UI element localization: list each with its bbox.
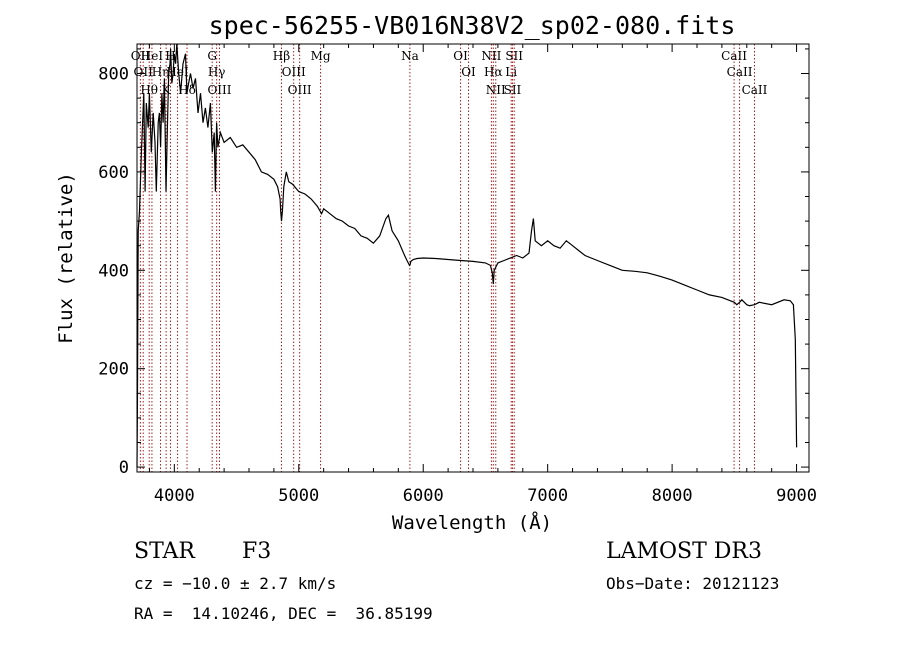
plot-frame [136,43,810,473]
y-axis-label: Flux (relative) [55,172,77,344]
spectrum-line [136,43,798,468]
x-axis-ticks: 4000 5000 6000 7000 8000 9000 [148,44,817,506]
line-label-g: G [207,49,217,63]
line-label-oiii: OIII [207,83,231,97]
x-axis-label: Wavelength (Å) [392,511,552,534]
y-tick-label: 600 [98,163,129,183]
line-label-hγ: Hγ [208,65,226,79]
line-label-li: Li [505,65,517,79]
y-tick-label: 0 [119,458,129,478]
line-label-na: Na [401,49,419,63]
observation-date: Obs−Date: 20121123 [606,574,780,593]
emission-line-markers [139,44,755,472]
line-label-caii: CaII [742,83,768,97]
line-label-oiii: OIII [282,65,306,79]
object-class: STAR [134,539,195,564]
y-tick-label: 400 [98,261,129,281]
x-tick-label: 8000 [652,486,693,506]
x-tick-label: 6000 [403,486,444,506]
sky-coordinates: RA = 14.10246, DEC = 36.85199 [134,604,433,623]
line-label-oii: OII [134,65,154,79]
line-label-mg: Mg [311,49,331,63]
line-label-nii: NII [486,83,506,97]
line-label-caii: CaII [727,65,753,79]
line-label-oi: OI [461,65,476,79]
line-label-hα: Hα [484,65,503,79]
line-label-hei: HeI [141,49,164,63]
x-tick-label: 9000 [776,486,817,506]
y-tick-label: 800 [98,65,129,85]
x-tick-label: 5000 [278,486,319,506]
line-label-hη: Hη [152,65,170,79]
line-label-sii: SII [505,49,523,63]
line-label-hβ: Hβ [273,49,290,63]
object-subclass: F3 [242,539,272,564]
y-axis-ticks: 0 200 400 600 800 [98,48,809,478]
line-label-k: K [162,83,172,97]
line-label-sii: SII [504,83,522,97]
y-tick-label: 200 [98,360,129,380]
line-label-nii: NII [481,49,501,63]
line-label-oiii: OIII [288,83,312,97]
redshift-value: cz = −10.0 ± 2.7 km/s [134,574,337,593]
chart-title: spec-56255-VB016N38V2_sp02-080.fits [209,11,736,40]
line-label-oii: OII [131,49,151,63]
line-label-caii: CaII [721,49,747,63]
line-label-oi: OI [453,49,468,63]
x-tick-label: 4000 [154,486,195,506]
spectrum-chart: spec-56255-VB016N38V2_sp02-080.fits OII O… [55,11,817,534]
line-label-hθ: Hθ [140,83,158,97]
x-tick-label: 7000 [527,486,568,506]
survey-name: LAMOST DR3 [606,539,762,564]
